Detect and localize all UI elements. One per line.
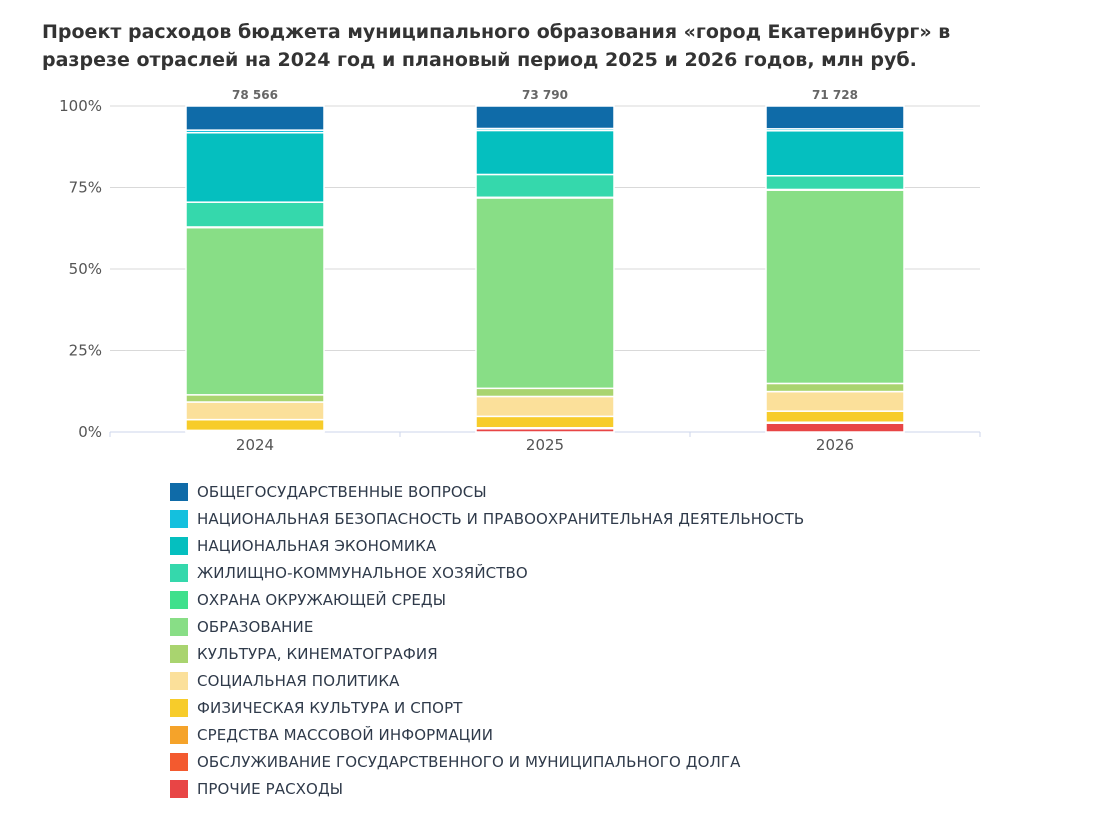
x-tick-label: 2025 bbox=[526, 436, 564, 454]
bar-segment[interactable] bbox=[475, 105, 615, 130]
bar-segment[interactable] bbox=[765, 410, 905, 423]
legend-swatch bbox=[170, 698, 188, 717]
bar-segment[interactable] bbox=[185, 226, 325, 396]
bar-segment[interactable] bbox=[765, 189, 905, 385]
legend-swatch bbox=[170, 590, 188, 609]
legend-label: ОБСЛУЖИВАНИЕ ГОСУДАРСТВЕННОГО И МУНИЦИПА… bbox=[197, 752, 741, 771]
legend-swatch bbox=[170, 563, 188, 582]
chart-legend: ОБЩЕГОСУДАРСТВЕННЫЕ ВОПРОСЫ НАЦИОНАЛЬНАЯ … bbox=[170, 478, 804, 802]
bar-total-label: 78 566 bbox=[232, 88, 278, 102]
legend-swatch bbox=[170, 644, 188, 663]
legend-item[interactable]: СРЕДСТВА МАССОВОЙ ИНФОРМАЦИИ bbox=[170, 721, 804, 748]
y-tick-label: 25% bbox=[69, 342, 102, 360]
bar-segment[interactable] bbox=[185, 131, 325, 203]
bar-segment[interactable] bbox=[185, 201, 325, 228]
legend-swatch bbox=[170, 725, 188, 744]
bar-segment[interactable] bbox=[475, 173, 615, 199]
bar-segment[interactable] bbox=[765, 130, 905, 177]
legend-item[interactable]: ОХРАНА ОКРУЖАЮЩЕЙ СРЕДЫ bbox=[170, 586, 804, 613]
legend-label: ФИЗИЧЕСКАЯ КУЛЬТУРА И СПОРТ bbox=[197, 698, 463, 717]
legend-label: СРЕДСТВА МАССОВОЙ ИНФОРМАЦИИ bbox=[197, 725, 494, 744]
legend-item[interactable]: ОБЩЕГОСУДАРСТВЕННЫЕ ВОПРОСЫ bbox=[170, 478, 804, 505]
y-tick-label: 0% bbox=[78, 423, 102, 441]
bar-segment[interactable] bbox=[475, 197, 615, 390]
x-tick-label: 2024 bbox=[236, 436, 274, 454]
bar-segment[interactable] bbox=[765, 175, 905, 191]
legend-label: НАЦИОНАЛЬНАЯ ЭКОНОМИКА bbox=[197, 536, 437, 555]
chart-title: Проект расходов бюджета муниципального о… bbox=[42, 21, 951, 71]
legend-label: ЖИЛИЩНО-КОММУНАЛЬНОЕ ХОЗЯЙСТВО bbox=[197, 563, 528, 582]
bar-segment[interactable] bbox=[475, 395, 615, 418]
legend-swatch bbox=[170, 536, 188, 555]
legend-item[interactable]: ПРОЧИЕ РАСХОДЫ bbox=[170, 775, 804, 802]
bar-segment[interactable] bbox=[185, 105, 325, 131]
legend-label: КУЛЬТУРА, КИНЕМАТОГРАФИЯ bbox=[197, 644, 438, 663]
legend-label: ОБЩЕГОСУДАРСТВЕННЫЕ ВОПРОСЫ bbox=[197, 482, 487, 501]
legend-label: СОЦИАЛЬНАЯ ПОЛИТИКА bbox=[197, 671, 400, 690]
legend-label: ПРОЧИЕ РАСХОДЫ bbox=[197, 779, 344, 798]
bar-segment[interactable] bbox=[475, 415, 615, 429]
legend-swatch bbox=[170, 617, 188, 636]
legend-item[interactable]: ФИЗИЧЕСКАЯ КУЛЬТУРА И СПОРТ bbox=[170, 694, 804, 721]
legend-item[interactable]: ОБРАЗОВАНИЕ bbox=[170, 613, 804, 640]
legend-swatch bbox=[170, 671, 188, 690]
bar-segment[interactable] bbox=[185, 394, 325, 403]
bar-segment[interactable] bbox=[475, 129, 615, 176]
bar-total-label: 71 728 bbox=[812, 88, 858, 102]
x-tick-label: 2026 bbox=[816, 436, 854, 454]
bar-total-label: 73 790 bbox=[522, 88, 568, 102]
legend-swatch bbox=[170, 482, 188, 501]
bar-segment[interactable] bbox=[185, 418, 325, 432]
legend-label: ОХРАНА ОКРУЖАЮЩЕЙ СРЕДЫ bbox=[197, 590, 447, 609]
bar-segment[interactable] bbox=[765, 422, 905, 433]
bar-segment[interactable] bbox=[765, 390, 905, 412]
bar-segment[interactable] bbox=[185, 401, 325, 421]
bar-segment[interactable] bbox=[475, 387, 615, 398]
legend-item[interactable]: ОБСЛУЖИВАНИЕ ГОСУДАРСТВЕННОГО И МУНИЦИПА… bbox=[170, 748, 804, 775]
y-tick-label: 100% bbox=[59, 97, 102, 115]
legend-item[interactable]: НАЦИОНАЛЬНАЯ ЭКОНОМИКА bbox=[170, 532, 804, 559]
legend-label: НАЦИОНАЛЬНАЯ БЕЗОПАСНОСТЬ И ПРАВООХРАНИТ… bbox=[197, 509, 805, 528]
legend-swatch bbox=[170, 779, 188, 798]
legend-item[interactable]: НАЦИОНАЛЬНАЯ БЕЗОПАСНОСТЬ И ПРАВООХРАНИТ… bbox=[170, 505, 804, 532]
bar-segment[interactable] bbox=[765, 105, 905, 130]
bar-segment[interactable] bbox=[765, 382, 905, 393]
legend-item[interactable]: КУЛЬТУРА, КИНЕМАТОГРАФИЯ bbox=[170, 640, 804, 667]
chart-plot: 0% 25% 50% 75% 100% 2024 78 566 2025 73 790 2026 7… bbox=[59, 88, 981, 454]
legend-swatch bbox=[170, 509, 188, 528]
legend-item[interactable]: СОЦИАЛЬНАЯ ПОЛИТИКА bbox=[170, 667, 804, 694]
legend-swatch bbox=[170, 752, 188, 771]
y-tick-label: 50% bbox=[69, 260, 102, 278]
legend-item[interactable]: ЖИЛИЩНО-КОММУНАЛЬНОЕ ХОЗЯЙСТВО bbox=[170, 559, 804, 586]
legend-label: ОБРАЗОВАНИЕ bbox=[197, 617, 314, 636]
y-tick-label: 75% bbox=[69, 179, 102, 197]
